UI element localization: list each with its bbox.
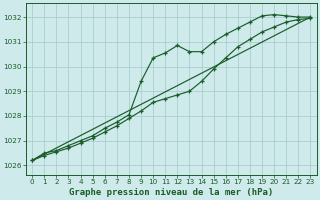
X-axis label: Graphe pression niveau de la mer (hPa): Graphe pression niveau de la mer (hPa) — [69, 188, 274, 197]
